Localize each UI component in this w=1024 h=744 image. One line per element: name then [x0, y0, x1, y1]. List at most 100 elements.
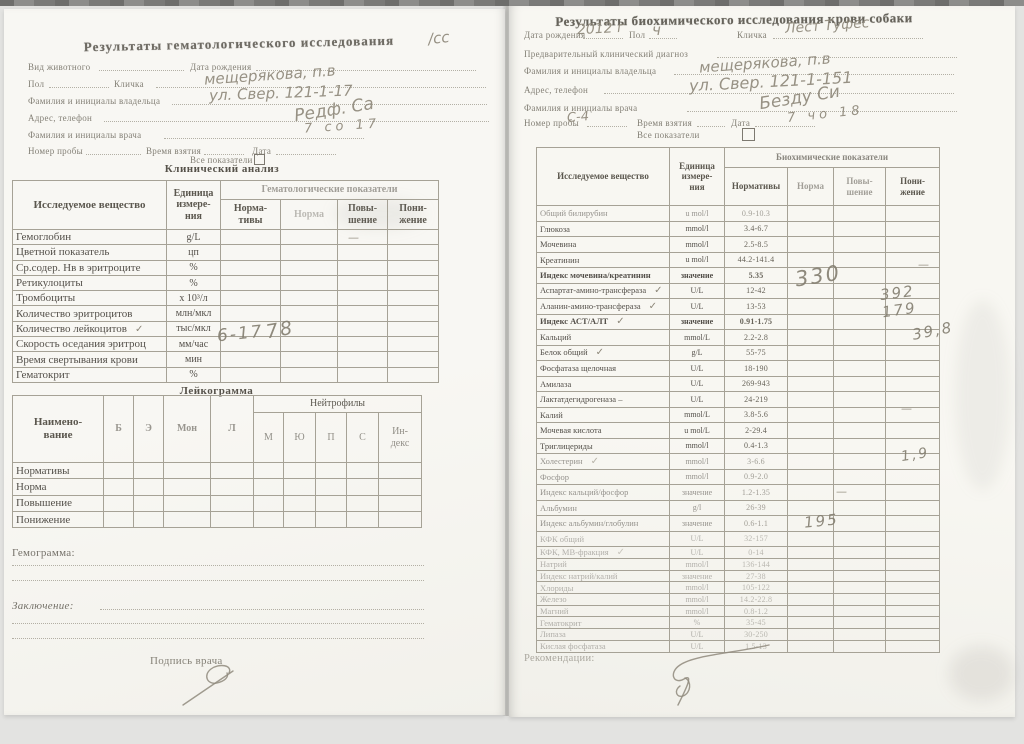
normative-range: 30-250 — [744, 629, 768, 639]
table-cell: Общий билирубин — [536, 205, 670, 222]
unit-value: g/L — [186, 231, 201, 243]
table-cell: mmol/l — [669, 558, 725, 571]
field-label-birth-date: Дата рождения — [190, 62, 252, 72]
scanner-edge-band — [0, 0, 1024, 6]
hema-table-row: Тромбоциты х 10³/л — [12, 290, 440, 307]
table-cell — [833, 251, 886, 268]
page-fold-shadow — [502, 6, 512, 716]
table-cell: mmol/l — [669, 604, 725, 618]
table-cell: Фосфор — [536, 468, 670, 485]
table-cell: 0.4-1.3 — [724, 437, 788, 454]
table-cell — [220, 244, 281, 261]
table-cell — [884, 628, 941, 641]
table-cell: % — [669, 616, 725, 630]
table-cell — [133, 478, 164, 496]
col-header-mon: Мон — [163, 395, 211, 463]
table-cell — [833, 581, 886, 595]
unit-value: U/L — [690, 286, 704, 296]
table-cell: % — [166, 274, 221, 292]
table-cell: g/L — [669, 344, 725, 361]
table-cell: 32-157 — [724, 530, 788, 547]
table-cell: Повышение — [12, 494, 104, 512]
table-cell: mmol/l — [669, 236, 725, 253]
bio-table-row: Индекс мочевина/креатинин значение 5.35 — [536, 267, 941, 284]
table-cell — [787, 530, 834, 547]
unit-value: значение — [680, 270, 714, 280]
doctor-signature — [182, 664, 234, 706]
table-cell: 14.2-22.8 — [724, 593, 788, 606]
field-line — [687, 111, 957, 112]
unit-value: mmol/l — [685, 224, 709, 234]
table-cell — [253, 510, 284, 529]
table-cell: Амилаза — [536, 375, 670, 392]
substance-name: Кислая фосфатаза — [540, 641, 606, 652]
normative-range: 32-157 — [744, 534, 768, 544]
table-cell — [833, 453, 886, 470]
handwritten-dash: — — [918, 258, 929, 271]
table-cell — [833, 344, 886, 361]
substance-name: Железо — [540, 594, 567, 605]
col-header-decrease: Пони- жение — [884, 167, 941, 206]
unit-value: mmol/L — [684, 332, 710, 342]
substance-name: Индекс альбумин/глобулин — [540, 518, 639, 529]
table-cell — [346, 461, 379, 480]
table-cell: 26-39 — [724, 499, 788, 516]
table-cell: mmol/l — [669, 437, 725, 454]
unit-value: значение — [681, 571, 713, 581]
table-cell — [133, 494, 164, 512]
table-cell — [833, 593, 886, 606]
table-cell: Белок общий ✓ — [536, 344, 670, 361]
table-cell — [337, 244, 388, 261]
table-cell — [280, 228, 338, 246]
substance-name: Глюкоза — [540, 223, 570, 234]
normative-range: 5.35 — [748, 270, 764, 280]
table-cell: 105-122 — [724, 581, 788, 595]
col-header-norm: Норма — [787, 167, 834, 206]
table-cell — [315, 461, 347, 480]
unit-value: mmol/l — [685, 594, 709, 604]
field-line — [104, 121, 489, 122]
table-cell: 269-943 — [724, 375, 788, 392]
unit-value: % — [189, 277, 198, 289]
table-cell — [833, 604, 886, 618]
normative-range: 105-122 — [741, 583, 771, 593]
table-cell — [884, 391, 941, 408]
field-line — [674, 74, 954, 75]
table-cell: мин — [166, 351, 221, 368]
bio-table-row: Альбумин g/l 26-39 — [536, 499, 941, 516]
table-cell — [210, 494, 254, 512]
unit-value: цп — [188, 246, 199, 258]
table-cell — [787, 329, 834, 346]
table-cell: u mol/l — [669, 251, 725, 268]
table-cell — [163, 461, 211, 480]
substance-name: Аланин-амино-трансфераза — [540, 300, 641, 311]
table-cell — [787, 360, 834, 377]
row-label: Понижение — [16, 513, 71, 526]
table-cell — [787, 581, 834, 595]
table-cell: U/L — [669, 530, 725, 547]
bio-table-row: Креатинин u mol/l 44.2-141.4 — [536, 251, 941, 268]
table-cell — [103, 461, 134, 480]
table-cell: mmol/L — [669, 406, 725, 423]
hema-table-row: Ср.содер. Нв в эритроците% — [12, 259, 440, 276]
field-label-sample-no: Номер пробы — [28, 146, 84, 156]
bio-table-row: Глюкоза mmol/l 3.4-6.7 — [536, 220, 941, 237]
substance-name: Натрий — [540, 559, 567, 570]
substance-name: Время свертывания крови — [16, 353, 138, 366]
table-cell — [386, 366, 440, 383]
table-cell — [884, 581, 941, 595]
col-header-norm: Норма — [280, 199, 338, 230]
field-line — [204, 154, 244, 155]
table-cell — [283, 478, 316, 496]
handwritten-sex: ч — [652, 21, 661, 39]
scan-smudge — [949, 646, 1014, 701]
blank-line — [12, 623, 424, 624]
field-label-pet-name: Кличка — [737, 30, 767, 40]
table-cell: g/l — [669, 499, 725, 516]
table-cell — [280, 274, 338, 292]
bio-table-row: Амилаза U/L 269-943 — [536, 375, 941, 392]
table-cell — [787, 569, 834, 583]
table-cell: Количество лейкоцитов ✓ — [12, 320, 167, 338]
table-cell — [787, 628, 834, 641]
unit-value: U/L — [690, 641, 704, 651]
